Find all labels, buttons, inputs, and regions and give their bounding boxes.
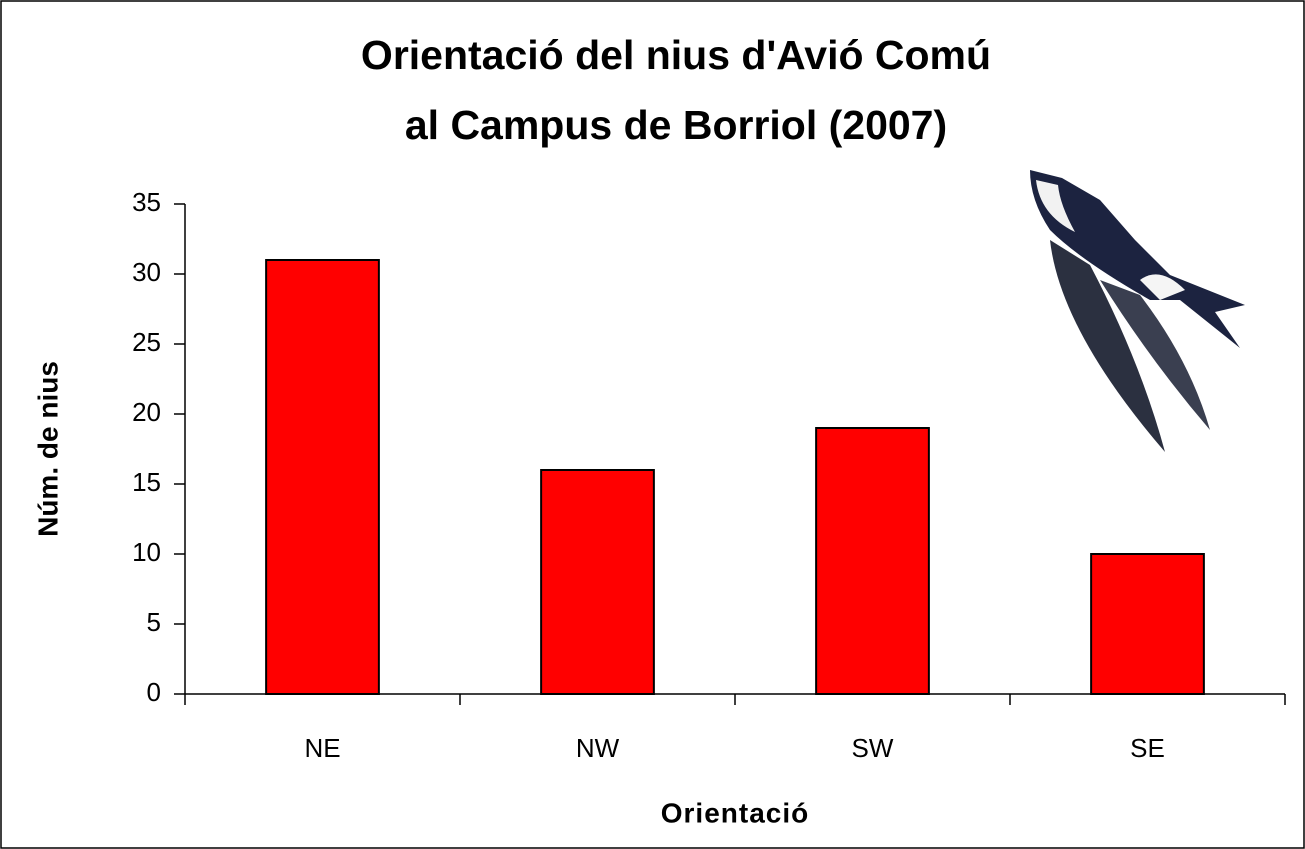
y-tick-label: 0 <box>147 677 161 707</box>
chart-title: Orientació del nius d'Avió Comú <box>361 32 991 78</box>
y-tick-label: 30 <box>132 257 161 287</box>
x-tick-label: SW <box>852 733 894 763</box>
y-tick-label: 10 <box>132 537 161 567</box>
bar <box>266 260 379 694</box>
bar <box>1091 554 1204 694</box>
y-tick-label: 20 <box>132 397 161 427</box>
y-tick-label: 15 <box>132 467 161 497</box>
y-tick-label: 35 <box>132 187 161 217</box>
y-tick-label: 5 <box>147 607 161 637</box>
y-tick-label: 25 <box>132 327 161 357</box>
x-tick-label: SE <box>1130 733 1165 763</box>
x-tick-label: NW <box>576 733 620 763</box>
bar <box>541 470 654 694</box>
x-axis-title: Orientació <box>661 797 809 828</box>
y-axis-title: Núm. de nius <box>32 361 63 537</box>
bar <box>816 428 929 694</box>
x-tick-label: NE <box>304 733 340 763</box>
chart-title: al Campus de Borriol (2007) <box>405 102 947 148</box>
chart: Orientació del nius d'Avió Comú al Campu… <box>0 0 1305 849</box>
